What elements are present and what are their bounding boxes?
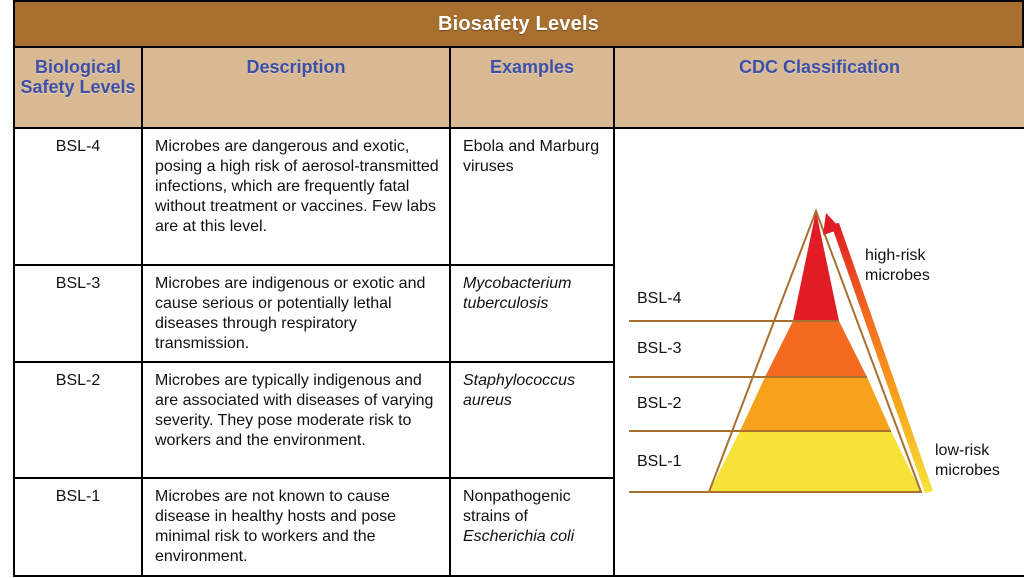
level-cell: BSL-4 [13, 127, 143, 266]
pyramid-tier-bsl4 [793, 211, 839, 321]
examples-cell: Mycobacterium tuberculosis [449, 264, 615, 363]
header-row: Biological Safety Levels Description Exa… [13, 46, 1024, 129]
cdc-classification-cell: BSL-4 BSL-3 BSL-2 BSL-1 high-risk microb… [613, 127, 1024, 577]
table-row: BSL-4 Microbes are dangerous and exotic,… [13, 127, 1024, 577]
pyramid-label-bsl3: BSL-3 [637, 340, 682, 357]
example-text: Ebola and Marburg viruses [463, 138, 600, 175]
header-examples: Examples [449, 46, 615, 129]
example-italic: Staphylococcus aureus [463, 372, 576, 409]
low-risk-label-line2: microbes [935, 462, 1000, 479]
examples-cell: Staphylococcus aureus [449, 361, 615, 479]
description-cell: Microbes are not known to cause disease … [141, 477, 451, 577]
pyramid-tier-bsl3 [765, 321, 867, 377]
level-cell: BSL-3 [13, 264, 143, 363]
pyramid-tier-bsl2 [740, 377, 891, 431]
description-cell: Microbes are dangerous and exotic, posin… [141, 127, 451, 266]
low-risk-label-line1: low-risk [935, 442, 990, 459]
header-biological-safety-levels: Biological Safety Levels [13, 46, 143, 129]
description-cell: Microbes are indigenous or exotic and ca… [141, 264, 451, 363]
level-cell: BSL-1 [13, 477, 143, 577]
example-italic: Mycobacterium tuberculosis [463, 275, 572, 312]
pyramid-label-bsl2: BSL-2 [637, 395, 682, 412]
examples-cell: Ebola and Marburg viruses [449, 127, 615, 266]
risk-gradient-arrow-shaft [831, 223, 933, 493]
high-risk-label-line2: microbes [865, 267, 930, 284]
pyramid-tier-bsl1 [709, 431, 921, 492]
pyramid-label-bsl4: BSL-4 [637, 290, 682, 307]
pyramid-outline [707, 208, 923, 493]
example-text: Nonpathogenic strains of [463, 488, 571, 525]
header-cdc-classification: CDC Classification [613, 46, 1024, 129]
biosafety-table: Biological Safety Levels Description Exa… [13, 46, 1024, 577]
table-title: Biosafety Levels [13, 0, 1024, 46]
header-description: Description [141, 46, 451, 129]
examples-cell: Nonpathogenic strains of Escherichia col… [449, 477, 615, 577]
cdc-pyramid-diagram: BSL-4 BSL-3 BSL-2 BSL-1 high-risk microb… [629, 208, 1000, 493]
description-cell: Microbes are typically indigenous and ar… [141, 361, 451, 479]
table-row: BSL-1 Microbes are not known to cause di… [13, 477, 1024, 577]
table-row: BSL-3 Microbes are indigenous or exotic … [13, 264, 1024, 363]
level-cell: BSL-2 [13, 361, 143, 479]
table-row: BSL-2 Microbes are typically indigenous … [13, 361, 1024, 479]
high-risk-label-line1: high-risk [865, 247, 926, 264]
example-italic: Escherichia coli [463, 528, 575, 545]
risk-gradient-arrow-head [823, 213, 841, 235]
pyramid-label-bsl1: BSL-1 [637, 453, 682, 470]
biosafety-table-sheet: Biosafety Levels Biological Safety Level… [13, 0, 1024, 577]
